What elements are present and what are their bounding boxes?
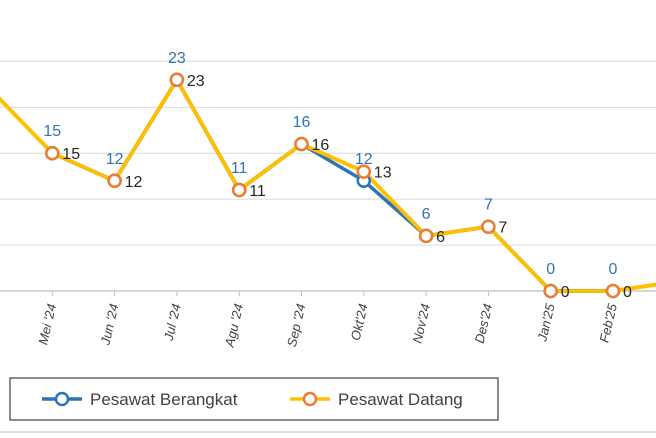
series-markers (45, 72, 621, 299)
data-label-departure: 15 (43, 123, 61, 140)
x-tick-label: Jan'25 (534, 302, 558, 344)
data-label-departure: 6 (422, 206, 431, 223)
legend: Pesawat Berangkat Pesawat Datang (9, 377, 499, 421)
data-label-departure: 12 (106, 151, 124, 168)
series-line-arrival (0, 77, 656, 293)
x-tick-label: Nov'24 (409, 302, 433, 344)
legend-box (9, 377, 499, 421)
data-label-arrival: 12 (125, 174, 143, 191)
marker-arrival (107, 173, 122, 189)
data-label-departure: 23 (168, 50, 186, 67)
marker-arrival (45, 145, 60, 161)
legend-marker-arrival (302, 391, 318, 407)
data-label-arrival: 23 (187, 73, 205, 90)
x-tick-label: Des'24 (472, 302, 496, 344)
x-tick-label: Feb'25 (596, 302, 620, 344)
data-label-departure: 0 (546, 261, 555, 278)
data-label-departure: 11 (231, 160, 248, 177)
legend-marker-departure (54, 391, 70, 407)
series-lines (0, 77, 656, 293)
data-label-arrival: 13 (374, 165, 392, 182)
data-label-arrival: 15 (62, 146, 80, 163)
marker-arrival (294, 136, 309, 152)
data-label-arrival: 6 (436, 229, 445, 246)
marker-arrival (543, 283, 558, 299)
data-label-arrival: 0 (561, 284, 570, 301)
x-tick-label: Agu '24 (221, 302, 246, 349)
gridlines (0, 60, 656, 292)
data-label-arrival: 0 (623, 284, 632, 301)
series-line-arrival-overlay (0, 78, 656, 293)
x-tick-label: Mei '24 (35, 302, 59, 346)
marker-arrival (169, 72, 185, 88)
x-tick-label: Jun '24 (97, 302, 121, 347)
x-tick-label: Sep '24 (284, 302, 308, 348)
x-axis-tick-labels: Mei '24 Jun '24 Jul '24 Agu '24 Sep '24 Okt'2… (35, 291, 620, 349)
marker-arrival (481, 219, 496, 234)
data-label-departure: 7 (484, 197, 493, 214)
data-label-departure: 12 (355, 151, 373, 168)
data-label-departure: 16 (293, 114, 311, 131)
x-tick-label: Jul '24 (161, 302, 184, 343)
data-label-arrival: 11 (249, 183, 266, 200)
marker-arrival (356, 164, 372, 179)
legend-label-arrival: Pesawat Datang (338, 390, 463, 409)
marker-arrival (231, 182, 247, 198)
marker-arrival (418, 228, 434, 244)
legend-label-departure: Pesawat Berangkat (90, 390, 238, 409)
data-label-arrival: 7 (498, 220, 507, 237)
marker-arrival (605, 283, 621, 299)
data-label-arrival: 16 (312, 137, 330, 154)
data-label-departure: 0 (609, 261, 618, 278)
x-tick-label: Okt'24 (348, 302, 371, 342)
